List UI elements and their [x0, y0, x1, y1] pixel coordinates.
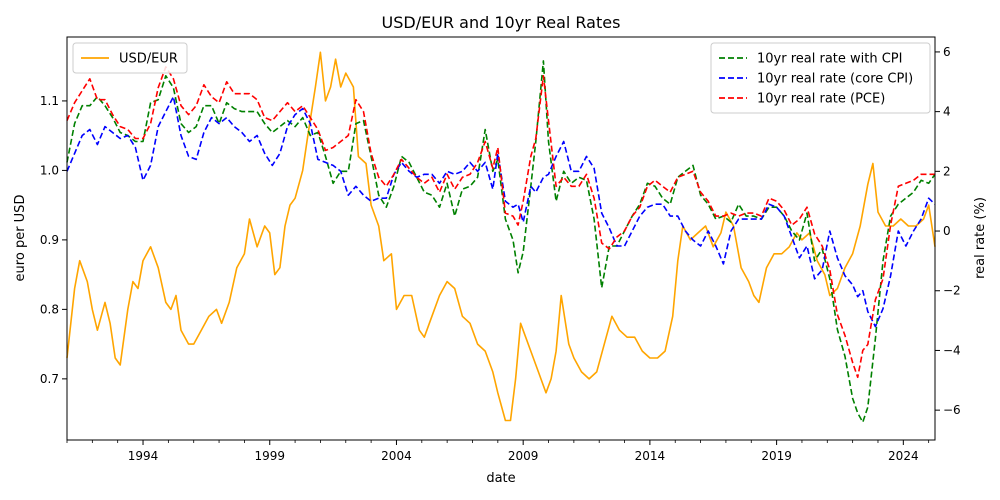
series-line-10yr-real-rate-pce: [66, 66, 935, 379]
y-left-tick-label: 0.9: [40, 233, 59, 247]
y-axis-right-label: real rate (%): [973, 197, 988, 279]
y-left-tick-label: 1.1: [40, 94, 59, 108]
x-axis-label: date: [486, 471, 515, 486]
series-line-10yr-real-rate-core-cpi: [66, 95, 936, 328]
legend-entry-label: 10yr real rate with CPI: [757, 52, 902, 67]
y-right-tick-label: 6: [943, 45, 951, 59]
legend-left: USD/EUR: [72, 42, 188, 74]
y-axis-left-label: euro per USD: [13, 195, 28, 282]
chart-title: USD/EUR and 10yr Real Rates: [382, 13, 621, 32]
x-tick-label: 2004: [381, 449, 412, 463]
y-left-tick-label: 1.0: [40, 163, 59, 177]
y-right-tick-label: 4: [943, 105, 951, 119]
y-right-tick-label: −6: [943, 403, 961, 417]
x-tick-label: 2019: [761, 449, 792, 463]
y-right-tick-label: −4: [943, 343, 961, 357]
y-left-tick-label: 0.7: [40, 372, 59, 386]
legend-box: [710, 42, 931, 114]
legend-box: [72, 42, 188, 74]
legend-entry-label: 10yr real rate (core CPI): [757, 72, 913, 87]
series-line-usd-eur: [66, 51, 936, 422]
series-line-10yr-real-rate-with-cpi: [66, 60, 936, 423]
axes: 1994 1999 2004 2009 2014 2019 2024 0.7 0.8 0.9 1.0…: [40, 36, 961, 463]
x-tick-label: 2024: [888, 449, 919, 463]
x-tick-label: 1999: [254, 449, 285, 463]
plot-area: [66, 51, 936, 423]
x-tick-label: 1994: [128, 449, 159, 463]
plot-frame: [66, 36, 936, 441]
y-right-tick-label: −2: [943, 284, 961, 298]
legend-right: 10yr real rate with CPI 10yr real rate (c…: [710, 42, 931, 114]
x-tick-label: 2009: [508, 449, 539, 463]
x-tick-label: 2014: [635, 449, 666, 463]
y-right-tick-label: 2: [943, 164, 951, 178]
y-left-tick-label: 0.8: [40, 302, 59, 316]
legend-entry-label: USD/EUR: [119, 52, 178, 67]
y-right-tick-label: 0: [943, 224, 951, 238]
legend-entry-label: 10yr real rate (PCE): [757, 92, 885, 107]
